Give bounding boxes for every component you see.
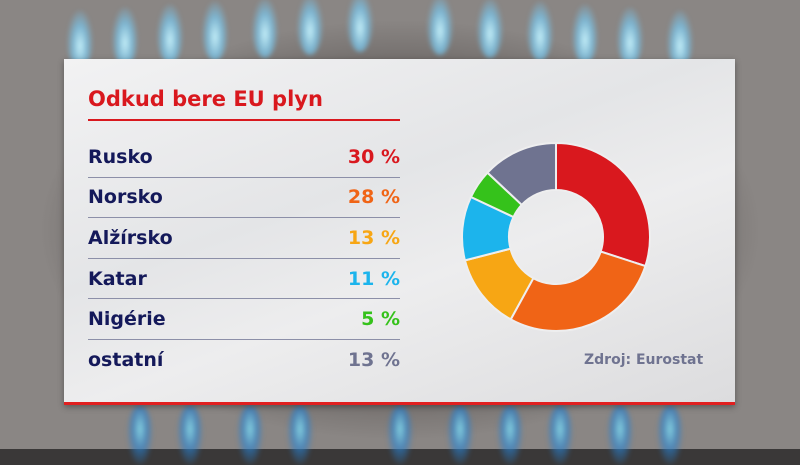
legend-table: Rusko 30 % Norsko 28 % Alžírsko 13 % Kat… (88, 137, 400, 381)
share-value: 13 % (347, 349, 400, 372)
country-label: Norsko (88, 186, 163, 209)
flame-decoration (112, 7, 138, 67)
donut-slice-rusko (555, 141, 651, 268)
title-divider (88, 119, 400, 121)
flame-decoration (572, 4, 598, 64)
flame-decoration (202, 1, 228, 61)
flame-decoration (177, 405, 203, 465)
flame-decoration (497, 405, 523, 465)
flame-decoration (387, 405, 413, 465)
flame-decoration (287, 405, 313, 465)
flame-decoration (607, 405, 633, 465)
donut-slice-norsko (509, 250, 647, 332)
flame-decoration (347, 0, 373, 52)
legend-row-katar: Katar 11 % (88, 259, 400, 300)
share-value: 30 % (347, 145, 400, 168)
flame-decoration (447, 405, 473, 465)
flame-decoration (657, 405, 683, 465)
country-label: Nigérie (88, 308, 166, 331)
legend-row-norsko: Norsko 28 % (88, 178, 400, 219)
chart-panel: Odkud bere EU plyn Rusko 30 % Norsko 28 … (64, 59, 735, 405)
share-value: 13 % (347, 226, 400, 249)
country-label: Alžírsko (88, 226, 173, 249)
flame-decoration (617, 7, 643, 67)
donut-slice-ostatní (486, 141, 557, 207)
flame-decoration (157, 4, 183, 64)
source-note: Zdroj: Eurostat (584, 352, 704, 368)
flame-decoration (427, 0, 453, 55)
donut-chart (461, 141, 651, 332)
share-value: 28 % (347, 186, 400, 209)
flame-decoration (237, 405, 263, 465)
legend-row-ostatni: ostatní 13 % (88, 340, 400, 381)
flame-decoration (252, 0, 278, 58)
flame-decoration (297, 0, 323, 55)
flame-decoration (527, 1, 553, 61)
legend-row-alzirsko: Alžírsko 13 % (88, 218, 400, 259)
share-value: 5 % (361, 308, 400, 331)
flame-decoration (477, 0, 503, 58)
country-label: Katar (88, 267, 147, 290)
legend-row-rusko: Rusko 30 % (88, 137, 400, 178)
flame-decoration (127, 405, 153, 465)
flame-decoration (547, 405, 573, 465)
chart-title: Odkud bere EU plyn (88, 87, 323, 111)
country-label: ostatní (88, 349, 164, 372)
share-value: 11 % (347, 267, 400, 290)
country-label: Rusko (88, 145, 153, 168)
legend-row-nigerie: Nigérie 5 % (88, 299, 400, 340)
